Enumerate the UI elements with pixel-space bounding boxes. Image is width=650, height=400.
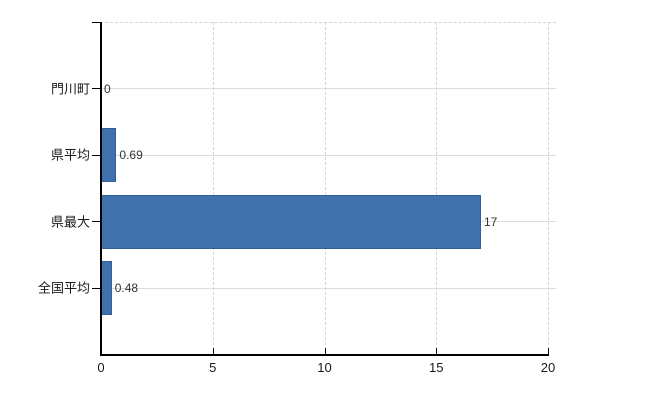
x-axis-tick: [548, 348, 549, 354]
y-axis-tick: [92, 287, 100, 289]
category-label: 県平均: [50, 147, 90, 163]
x-tick-label: 15: [429, 360, 444, 375]
y-axis-line: [100, 22, 102, 356]
category-label: 全国平均: [37, 280, 90, 296]
y-axis-tick: [92, 88, 100, 90]
bar: [101, 261, 112, 316]
category-label: 門川町: [50, 81, 90, 97]
gridline-horizontal: [100, 154, 556, 156]
x-axis-tick: [212, 348, 214, 354]
gridline-horizontal: [100, 88, 556, 90]
x-tick-label: 0: [97, 360, 105, 375]
value-label: 17: [483, 214, 498, 229]
x-tick-label: 10: [317, 360, 332, 375]
gridline-vertical: [212, 22, 214, 355]
x-tick-label: 5: [209, 360, 217, 375]
x-axis-tick: [436, 348, 438, 354]
gridline-vertical: [436, 22, 438, 355]
category-label: 県最大: [50, 214, 90, 230]
x-axis-tick: [324, 348, 326, 354]
value-label: 0.69: [119, 148, 143, 163]
value-label: 0: [104, 81, 111, 96]
y-axis-tick: [92, 154, 100, 156]
plot-top-border: [100, 22, 556, 23]
x-axis-line: [100, 354, 549, 356]
bar: [101, 128, 117, 183]
y-axis-tick: [92, 21, 100, 23]
bar: [101, 194, 481, 249]
x-tick-label: 20: [540, 360, 556, 375]
gridline-horizontal: [100, 287, 556, 289]
y-axis-tick: [92, 221, 100, 223]
value-label: 0.48: [114, 281, 139, 296]
gridline-vertical: [324, 22, 326, 355]
gridline-vertical: [548, 22, 549, 355]
